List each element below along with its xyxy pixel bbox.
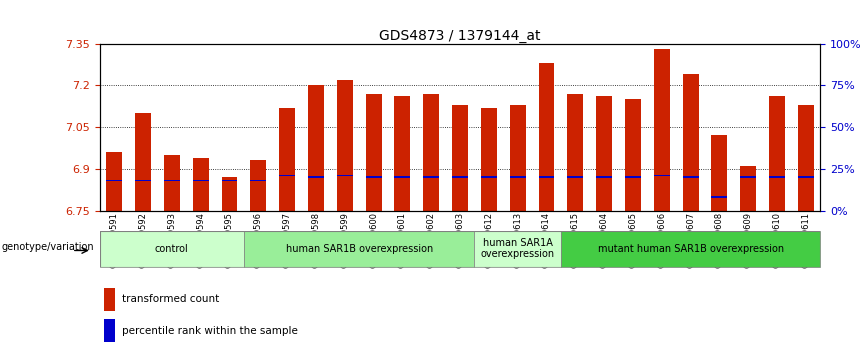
Text: mutant human SAR1B overexpression: mutant human SAR1B overexpression xyxy=(597,244,784,254)
Bar xyxy=(106,152,122,211)
Text: human SAR1A
overexpression: human SAR1A overexpression xyxy=(481,238,555,260)
Bar xyxy=(337,175,352,176)
Bar xyxy=(568,176,583,178)
Bar xyxy=(104,319,115,342)
Bar xyxy=(798,176,814,178)
Bar xyxy=(106,180,122,182)
Bar xyxy=(712,196,727,198)
Bar xyxy=(365,176,382,178)
Bar xyxy=(682,74,699,211)
Bar xyxy=(596,97,612,211)
Bar xyxy=(452,105,468,211)
Text: transformed count: transformed count xyxy=(122,294,219,305)
Bar xyxy=(193,158,208,211)
Bar xyxy=(682,176,699,178)
Bar xyxy=(221,177,238,211)
Bar xyxy=(279,107,295,211)
Bar xyxy=(104,288,115,311)
Bar xyxy=(250,180,266,182)
Bar xyxy=(625,99,641,211)
Bar xyxy=(538,176,555,178)
Bar xyxy=(538,63,555,211)
Bar xyxy=(424,94,439,211)
Bar xyxy=(394,97,411,211)
Bar xyxy=(424,176,439,178)
Text: percentile rank within the sample: percentile rank within the sample xyxy=(122,326,298,336)
Bar xyxy=(193,180,208,182)
Bar xyxy=(740,176,756,178)
Bar xyxy=(135,113,151,211)
Bar xyxy=(308,176,324,178)
Text: control: control xyxy=(155,244,188,254)
Bar xyxy=(481,107,496,211)
Bar xyxy=(164,155,180,211)
Bar xyxy=(365,94,382,211)
Bar xyxy=(221,180,238,182)
Bar xyxy=(769,176,785,178)
Bar xyxy=(394,176,411,178)
Text: genotype/variation: genotype/variation xyxy=(2,242,95,252)
Bar xyxy=(561,231,820,267)
Bar xyxy=(769,97,785,211)
Bar xyxy=(279,175,295,176)
Bar xyxy=(712,135,727,211)
Bar xyxy=(510,176,526,178)
Bar xyxy=(596,176,612,178)
Bar xyxy=(568,94,583,211)
Bar xyxy=(654,49,670,211)
Bar xyxy=(625,176,641,178)
Bar xyxy=(337,80,352,211)
Bar xyxy=(798,105,814,211)
Bar xyxy=(250,160,266,211)
Bar xyxy=(135,180,151,182)
Title: GDS4873 / 1379144_at: GDS4873 / 1379144_at xyxy=(379,29,541,42)
Text: human SAR1B overexpression: human SAR1B overexpression xyxy=(286,244,433,254)
Bar xyxy=(475,231,561,267)
Bar xyxy=(481,176,496,178)
Bar xyxy=(308,85,324,211)
Bar xyxy=(100,231,244,267)
Bar xyxy=(654,175,670,176)
Bar xyxy=(164,180,180,182)
Bar xyxy=(510,105,526,211)
Bar xyxy=(244,231,475,267)
Bar xyxy=(452,176,468,178)
Bar xyxy=(740,166,756,211)
